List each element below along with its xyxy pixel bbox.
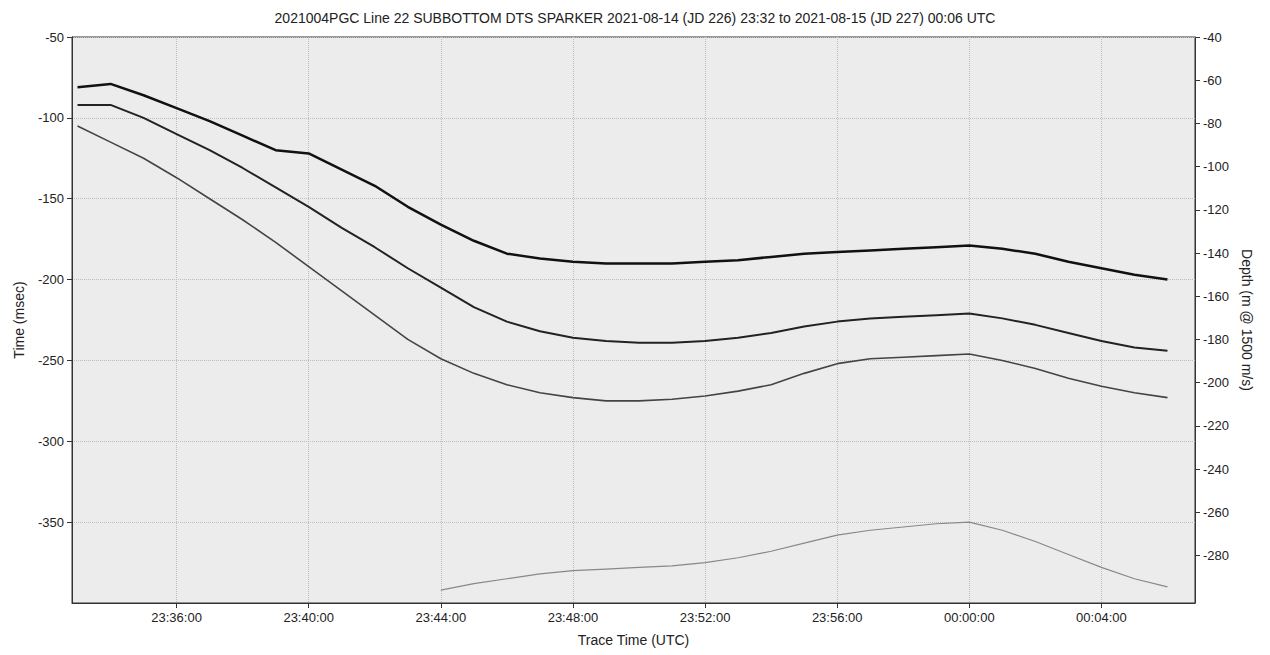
svg-text:-150: -150	[38, 191, 64, 206]
svg-text:-200: -200	[38, 272, 64, 287]
svg-text:-160: -160	[1203, 289, 1229, 304]
svg-text:-100: -100	[38, 110, 64, 125]
svg-text:-250: -250	[38, 353, 64, 368]
svg-text:-200: -200	[1203, 375, 1229, 390]
svg-text:-60: -60	[1203, 73, 1222, 88]
svg-text:-220: -220	[1203, 418, 1229, 433]
svg-text:-50: -50	[45, 30, 64, 45]
svg-text:00:00:00: 00:00:00	[944, 610, 995, 625]
svg-text:-260: -260	[1203, 505, 1229, 520]
svg-text:23:44:00: 23:44:00	[416, 610, 467, 625]
svg-text:Depth (m @ 1500 m/s): Depth (m @ 1500 m/s)	[1239, 249, 1255, 391]
svg-text:-140: -140	[1203, 246, 1229, 261]
svg-text:-180: -180	[1203, 332, 1229, 347]
svg-text:23:56:00: 23:56:00	[812, 610, 863, 625]
svg-text:-100: -100	[1203, 159, 1229, 174]
svg-text:2021004PGC Line 22 SUBBOTTOM D: 2021004PGC Line 22 SUBBOTTOM DTS SPARKER…	[275, 10, 996, 26]
svg-text:-240: -240	[1203, 462, 1229, 477]
svg-text:23:40:00: 23:40:00	[283, 610, 334, 625]
svg-text:Trace Time (UTC): Trace Time (UTC)	[578, 632, 689, 648]
svg-text:00:04:00: 00:04:00	[1076, 610, 1127, 625]
svg-text:23:52:00: 23:52:00	[680, 610, 731, 625]
svg-text:-280: -280	[1203, 548, 1229, 563]
svg-text:Time (msec): Time (msec)	[11, 281, 27, 358]
svg-text:-40: -40	[1203, 30, 1222, 45]
svg-text:-350: -350	[38, 515, 64, 530]
svg-text:23:48:00: 23:48:00	[548, 610, 599, 625]
svg-text:23:36:00: 23:36:00	[151, 610, 202, 625]
svg-text:-120: -120	[1203, 202, 1229, 217]
svg-text:-80: -80	[1203, 116, 1222, 131]
svg-text:-300: -300	[38, 434, 64, 449]
